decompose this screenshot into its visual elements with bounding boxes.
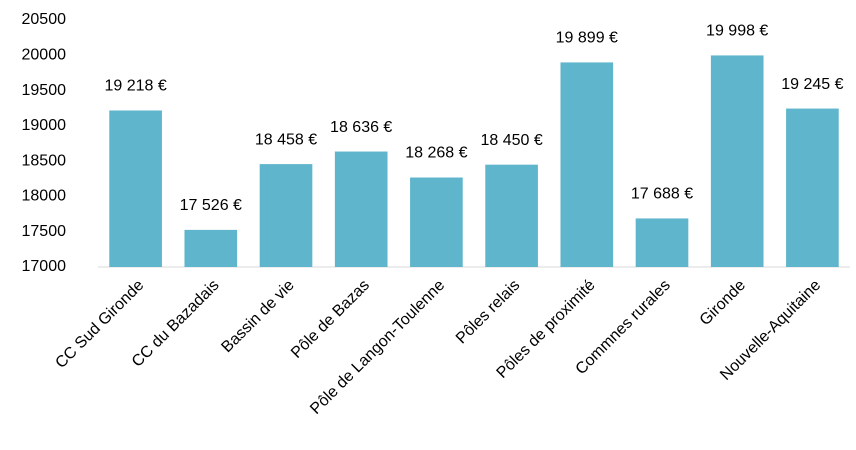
bar [184,229,238,267]
x-tick-label: Pôles relais [453,277,524,348]
x-tick-label: Pôle de Langon-Toulenne [307,277,448,418]
x-tick-label: Bassin de vie [218,277,297,356]
x-tick-label: Pôle de Bazas [288,277,373,362]
y-tick-label: 18500 [22,152,67,169]
value-label: 19 998 € [706,23,768,40]
x-tick-label: Gironde [697,277,749,329]
bar [109,110,162,268]
value-label: 18 458 € [255,131,317,148]
value-label: 18 450 € [480,132,542,149]
y-tick-label: 17500 [22,223,67,240]
y-tick-label: 19000 [22,117,67,134]
bar [410,177,463,267]
y-tick-label: 19500 [22,82,67,99]
value-label: 18 636 € [330,119,392,136]
bar [560,62,614,268]
bar [259,164,313,267]
y-tick-label: 20500 [22,11,67,28]
y-tick-label: 20000 [22,47,67,64]
bar [710,55,764,268]
value-label: 19 218 € [104,78,166,95]
bar [485,164,538,267]
bar [786,108,839,268]
value-label: 17 526 € [180,197,242,214]
value-label: 19 245 € [781,76,843,93]
value-label: 17 688 € [631,186,693,203]
y-tick-label: 18000 [22,188,67,205]
bar [635,218,689,267]
y-tick-label: 17000 [22,258,67,275]
bar [334,151,388,267]
value-label: 19 899 € [556,30,618,47]
value-label: 18 268 € [405,145,467,162]
